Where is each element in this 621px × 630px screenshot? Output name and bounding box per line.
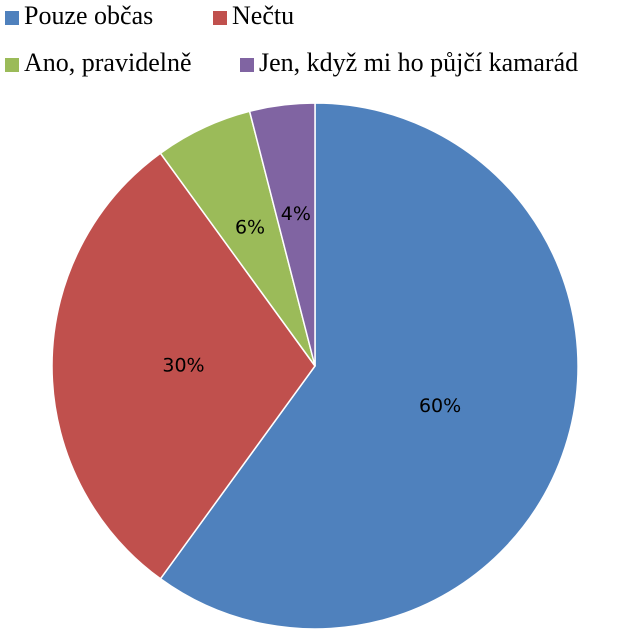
data-label: 30% [162, 355, 204, 377]
data-label: 60% [419, 395, 461, 417]
legend-label: Jen, když mi ho půjčí kamarád [259, 48, 578, 77]
legend-swatch [5, 11, 19, 25]
data-label: 4% [281, 203, 311, 225]
legend-swatch [5, 58, 19, 72]
pie-slice [248, 102, 316, 367]
data-label: 6% [235, 216, 265, 238]
pie-slice [159, 102, 579, 630]
pie-slice [51, 152, 316, 580]
legend-swatch [213, 11, 227, 25]
legend-label: Nečtu [232, 1, 294, 30]
legend-label: Pouze občas [24, 1, 153, 30]
legend-label: Ano, pravidelně [24, 48, 192, 77]
legend-swatch [240, 58, 254, 72]
